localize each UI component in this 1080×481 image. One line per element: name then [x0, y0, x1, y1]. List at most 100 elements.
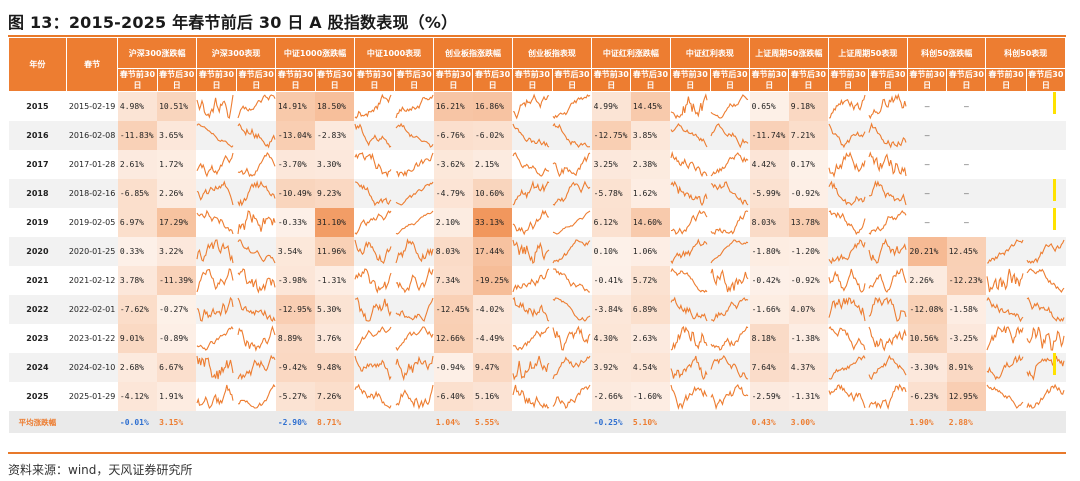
change-after: -6.02%: [472, 121, 513, 150]
sparkline-icon: [710, 268, 749, 293]
chart-after: [868, 121, 908, 150]
sparkline-icon: [553, 210, 591, 235]
change-before: -3.98%: [275, 266, 316, 295]
sparkline-icon: [237, 94, 276, 119]
header-date: 春节: [65, 37, 119, 92]
chart-after: [1026, 353, 1066, 382]
chart-before: [354, 150, 395, 179]
chart-after: [394, 150, 434, 179]
sparkline-icon: [828, 325, 866, 351]
sparkline-icon: [237, 239, 276, 264]
change-before: -3.62%: [433, 150, 473, 179]
change-before: 4.99%: [591, 91, 631, 121]
chart-before: [354, 179, 395, 208]
change-after: 2.26%: [157, 179, 197, 208]
change-after: 1.91%: [157, 382, 197, 411]
chart-before: [354, 237, 395, 266]
change-after: 14.45%: [630, 91, 671, 121]
sparkline-icon: [354, 383, 392, 409]
average-spacer: [66, 411, 118, 433]
sparkline-icon: [670, 267, 708, 293]
sparkline-icon: [355, 297, 392, 322]
chart-after: [552, 208, 592, 237]
change-before: 8.89%: [275, 324, 316, 353]
sparkline-icon: [828, 94, 866, 119]
chart-before: [828, 208, 869, 237]
change-after: 9.18%: [788, 91, 829, 121]
change-before: -1.66%: [749, 295, 789, 324]
change-before: 0.33%: [117, 237, 158, 266]
change-after: —: [946, 150, 986, 179]
chart-before: [196, 179, 237, 208]
header-change: 上证周期50涨跌幅: [749, 37, 829, 69]
sparkline-icon: [237, 325, 276, 352]
chart-before: [828, 179, 869, 208]
subheader-after: 春节后30日: [867, 68, 909, 92]
change-after: -0.27%: [157, 295, 197, 324]
chart-after: [868, 324, 908, 353]
change-after: 9.47%: [472, 353, 513, 382]
sparkline-icon: [237, 210, 276, 235]
chart-before: [985, 91, 1027, 121]
chart-after: [1026, 208, 1066, 237]
change-before: 3.92%: [591, 353, 631, 382]
sparkline-icon: [869, 180, 907, 206]
highlight-bar: [1053, 179, 1056, 201]
sparkline-icon: [512, 239, 550, 264]
subheader-before: 春节前30日: [669, 68, 711, 92]
header-chart: 沪深300表现: [195, 37, 277, 69]
sparkline-icon: [986, 384, 1024, 409]
sparkline-icon: [237, 354, 276, 381]
sparkline-icon: [670, 123, 708, 148]
row-date: 2024-02-10: [66, 353, 118, 382]
header-change: 沪深300涨跌幅: [117, 37, 197, 69]
change-before: -11.74%: [749, 121, 789, 150]
average-after: 8.71%: [315, 411, 355, 433]
highlight-bar: [1053, 353, 1056, 375]
sparkline-icon: [828, 354, 866, 380]
chart-after: [236, 91, 276, 121]
sparkline-icon: [670, 355, 708, 381]
sparkline-icon: [710, 123, 749, 149]
row-year: 2024: [8, 353, 67, 382]
row-year: 2016: [8, 121, 67, 150]
change-after: 2.38%: [630, 150, 671, 179]
chart-before: [354, 324, 395, 353]
average-spacer: [552, 411, 592, 433]
chart-after: [868, 295, 908, 324]
sparkline-icon: [196, 384, 234, 410]
chart-before: [196, 121, 237, 150]
sparkline-icon: [552, 122, 591, 148]
change-before: -3.84%: [591, 295, 631, 324]
chart-after: [868, 91, 908, 121]
average-after: 5.10%: [630, 411, 671, 433]
header-chart: 中证1000表现: [353, 37, 435, 69]
chart-after: [394, 91, 434, 121]
sparkline-icon: [828, 151, 866, 178]
chart-after: [552, 121, 592, 150]
change-after: 1.72%: [157, 150, 197, 179]
chart-after: [236, 382, 276, 411]
chart-after: [552, 150, 592, 179]
table-row: 2015 2015-02-19 4.98% 10.51% 14.91% 18.50% 16.…: [8, 91, 1066, 121]
chart-after: [552, 353, 592, 382]
header-change: 中证红利涨跌幅: [591, 37, 671, 69]
header-change: 中证1000涨跌幅: [275, 37, 355, 69]
header-year: 年份: [8, 37, 67, 92]
sparkline-icon: [196, 94, 234, 119]
subheader-before: 春节前30日: [827, 68, 869, 92]
subheader-before: 春节前30日: [591, 68, 632, 92]
chart-before: [670, 179, 711, 208]
chart-before: [985, 382, 1027, 411]
chart-after: [1026, 382, 1066, 411]
sparkline-icon: [986, 239, 1024, 264]
row-date: 2023-01-22: [66, 324, 118, 353]
header-change: 创业板指涨跌幅: [433, 37, 513, 69]
change-before: -0.33%: [275, 208, 316, 237]
chart-after: [868, 150, 908, 179]
subheader-before: 春节前30日: [195, 68, 238, 92]
header-chart: 上证周期50表现: [827, 37, 909, 69]
chart-before: [354, 91, 395, 121]
change-after: -4.02%: [472, 295, 513, 324]
sparkline-icon: [395, 94, 434, 119]
